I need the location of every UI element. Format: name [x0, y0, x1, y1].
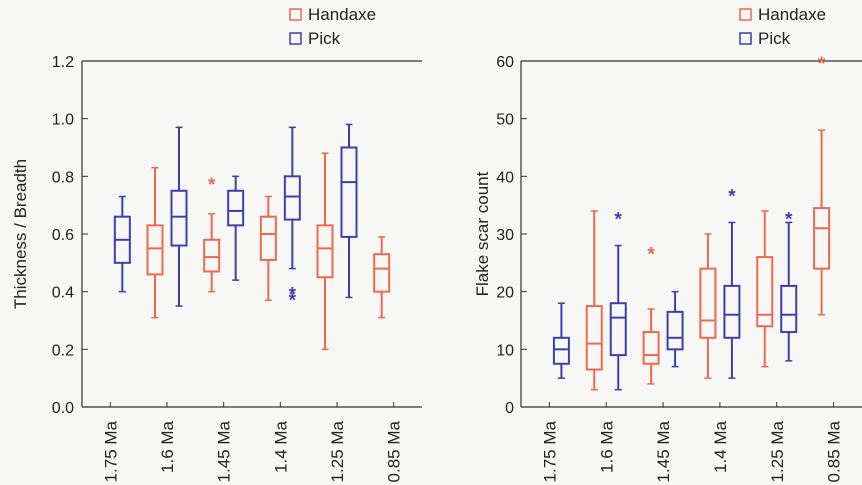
box-iqr — [204, 240, 219, 272]
outlier-marker: * — [289, 290, 297, 311]
outlier-marker: * — [818, 54, 826, 75]
legend-label: Handaxe — [308, 5, 376, 24]
x-tick-label: 1.6 Ma — [158, 420, 177, 473]
legend-label: Handaxe — [758, 5, 826, 24]
box-iqr — [611, 303, 626, 355]
box-iqr — [261, 217, 276, 260]
x-tick-label: 1.45 Ma — [215, 420, 234, 482]
x-tick-label: 1.25 Ma — [768, 420, 787, 482]
legend-swatch — [290, 9, 301, 20]
legend-swatch — [740, 9, 751, 20]
y-tick-label: 60 — [496, 54, 514, 71]
outlier-marker: * — [208, 175, 216, 196]
outlier-marker: * — [785, 210, 793, 231]
box-iqr — [644, 332, 659, 364]
y-axis-label: Flake scar count — [473, 171, 492, 296]
box-iqr — [554, 338, 569, 364]
y-tick-label: 0.4 — [52, 285, 74, 302]
legend-label: Pick — [758, 29, 791, 48]
y-tick-label: 50 — [496, 112, 514, 129]
y-tick-label: 20 — [496, 285, 514, 302]
box-iqr — [757, 257, 772, 326]
box-iqr — [814, 208, 829, 269]
y-axis-label: Thickness / Breadth — [11, 159, 30, 309]
y-tick-label: 0.2 — [52, 342, 74, 359]
y-tick-label: 0 — [505, 400, 514, 417]
x-tick-label: 1.4 Ma — [271, 420, 290, 473]
box-iqr — [318, 225, 333, 277]
box-iqr — [285, 176, 300, 219]
outlier-marker: * — [728, 187, 736, 208]
x-tick-label: 1.75 Ma — [101, 420, 120, 482]
x-tick-label: 0.85 Ma — [385, 420, 404, 482]
box-iqr — [781, 286, 796, 332]
legend-swatch — [290, 33, 301, 44]
y-tick-label: 0.6 — [52, 227, 74, 244]
x-tick-label: 0.85 Ma — [825, 420, 844, 482]
thickness-breadth-panel: 0.0 0.2 0.4 0.6 0.8 1.0 1.2 Thickness / Breadth… — [11, 5, 422, 482]
legend-swatch — [740, 33, 751, 44]
y-tick-label: 30 — [496, 227, 514, 244]
outlier-marker: * — [647, 244, 655, 265]
flake-scar-count-panel: 0 10 20 30 40 50 60 Flake scar count 1.75 Ma 1.6 … — [473, 5, 862, 482]
y-tick-label: 40 — [496, 169, 514, 186]
box-iqr — [724, 286, 739, 338]
x-tick-label: 1.6 Ma — [597, 420, 616, 473]
box-iqr — [148, 225, 163, 274]
box-iqr — [587, 306, 602, 369]
outlier-marker: * — [615, 210, 623, 231]
box-iqr — [700, 269, 715, 338]
x-tick-label: 1.25 Ma — [328, 420, 347, 482]
y-tick-label: 1.0 — [52, 112, 74, 129]
box-iqr — [668, 312, 683, 349]
box-iqr — [172, 191, 187, 246]
x-tick-label: 1.4 Ma — [711, 420, 730, 473]
x-tick-label: 1.75 Ma — [540, 420, 559, 482]
y-tick-label: 1.2 — [52, 54, 74, 71]
y-tick-label: 10 — [496, 342, 514, 359]
y-tick-label: 0.0 — [52, 400, 74, 417]
box-iqr — [228, 191, 243, 226]
legend-label: Pick — [308, 29, 341, 48]
x-tick-label: 1.45 Ma — [654, 420, 673, 482]
y-tick-label: 0.8 — [52, 169, 74, 186]
box-iqr — [342, 148, 357, 237]
box-iqr — [374, 254, 389, 291]
